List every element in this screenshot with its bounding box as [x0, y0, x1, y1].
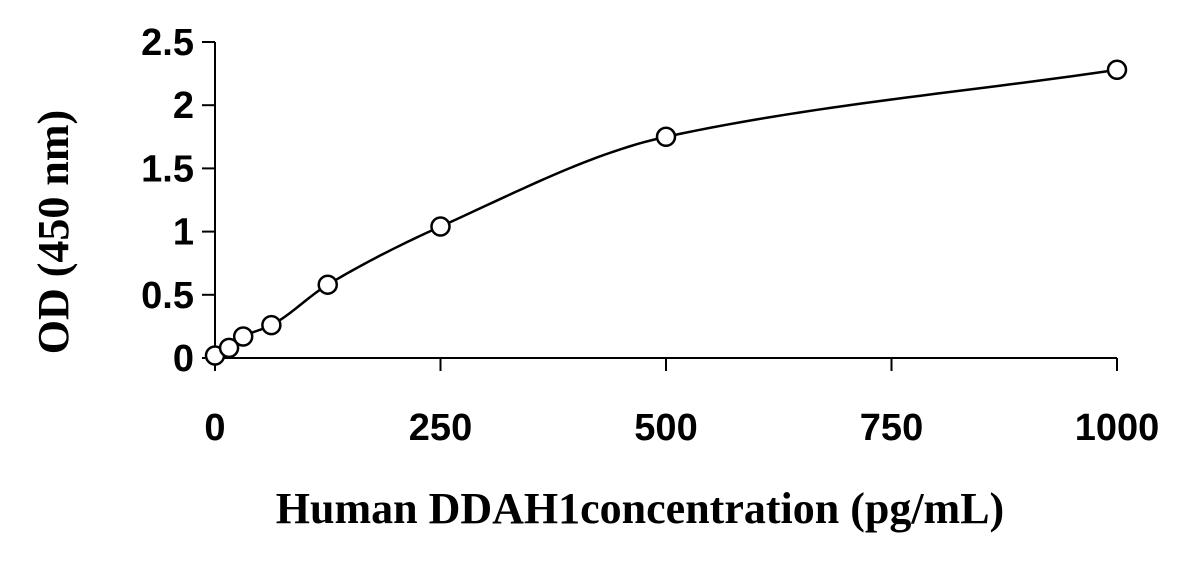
- data-point: [655, 126, 677, 148]
- data-point: [317, 274, 338, 295]
- x-tick-label: 500: [634, 407, 697, 449]
- y-tick-label: 2: [173, 85, 194, 127]
- y-tick-label: 1.5: [141, 148, 194, 190]
- axes: [214, 42, 1117, 359]
- x-tick-label: 0: [204, 407, 225, 449]
- fit-curve: [214, 68, 1118, 357]
- data-point: [232, 326, 254, 347]
- y-tick-label: 1: [173, 212, 194, 254]
- y-tick-label: 0.5: [141, 275, 194, 317]
- y-tick-label: 2.5: [141, 22, 194, 64]
- x-tick-label: 1000: [1075, 407, 1160, 449]
- data-point: [218, 337, 240, 359]
- data-points: [204, 59, 1128, 366]
- data-point: [1106, 59, 1128, 81]
- tick-labels: 0 0.5 1 1.5 2 2.5 0 250 500 750 1000: [141, 22, 1159, 449]
- data-point: [261, 314, 282, 336]
- x-tick-label: 750: [860, 407, 923, 449]
- tick-marks: [202, 41, 1118, 371]
- x-tick-label: 250: [409, 407, 472, 449]
- x-axis-title: Human DDAH1concentration (pg/mL): [276, 484, 1004, 533]
- y-axis-title: OD (450 nm): [29, 110, 78, 354]
- y-tick-label: 0: [173, 338, 194, 380]
- data-point: [430, 216, 451, 237]
- fit-curve-group: [214, 68, 1118, 357]
